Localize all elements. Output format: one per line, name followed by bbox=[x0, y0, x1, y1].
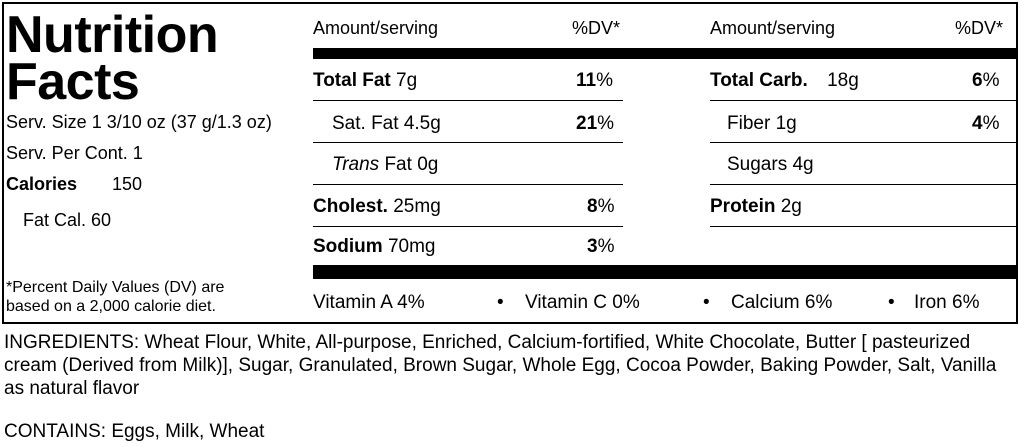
nutrient-name: Sodium bbox=[313, 236, 383, 257]
dv-fiber: 4% bbox=[972, 113, 999, 135]
nutrient-amount: 70mg bbox=[387, 236, 436, 257]
serving-size: Serv. Size 1 3/10 oz (37 g/1.3 oz) bbox=[6, 112, 272, 132]
nutrient-amount: 18g bbox=[827, 70, 859, 91]
nutrient-row-sugars: Sugars 4g bbox=[727, 154, 814, 176]
trans-label: Trans bbox=[332, 154, 380, 175]
dv-number: 8 bbox=[587, 196, 598, 217]
nutrient-row-trans-fat: Trans Fat 0g bbox=[332, 154, 438, 176]
nutrient-amount: 1g bbox=[775, 113, 797, 134]
dv-cholesterol: 8% bbox=[587, 196, 614, 218]
header-right-amount: Amount/serving bbox=[710, 18, 836, 38]
nutrient-amount: 7g bbox=[396, 70, 418, 91]
nutrient-amount: 25mg bbox=[393, 196, 441, 217]
dv-percent-sign: % bbox=[596, 70, 613, 91]
dv-number: 6 bbox=[972, 70, 983, 91]
bullet: • bbox=[888, 292, 895, 313]
dv-percent-sign: % bbox=[597, 196, 615, 217]
vitamin-a: Vitamin A 4% bbox=[313, 292, 425, 313]
dv-number: 11 bbox=[576, 70, 597, 91]
bullet: • bbox=[497, 292, 504, 313]
vitamin-thick-bar bbox=[313, 265, 1016, 279]
ingredients-statement: INGREDIENTS: Wheat Flour, White, All-pur… bbox=[4, 332, 997, 399]
nutrient-amount: 0g bbox=[417, 154, 439, 175]
nutrient-row-total-fat: Total Fat 7g bbox=[313, 70, 417, 92]
nutrition-facts-panel bbox=[2, 2, 1018, 324]
header-left-dv: %DV* bbox=[572, 18, 621, 38]
nutrient-name: Total Carb. bbox=[710, 70, 808, 91]
calories-label: Calories bbox=[6, 174, 78, 194]
dv-total-carb: 6% bbox=[972, 70, 999, 92]
allergen-statement: CONTAINS: Eggs, Milk, Wheat bbox=[4, 421, 265, 442]
nutrient-row-protein: Protein 2g bbox=[710, 196, 802, 218]
dv-percent-sign: % bbox=[597, 236, 615, 257]
nutrient-name: Total Fat bbox=[313, 70, 391, 91]
dv-percent-sign: % bbox=[982, 70, 1000, 91]
nutrient-row-total-carb: Total Carb. 18g bbox=[710, 70, 859, 92]
header-right-dv: %DV* bbox=[955, 18, 1004, 38]
nutrient-row-sodium: Sodium 70mg bbox=[313, 236, 435, 258]
row-divider bbox=[710, 142, 1016, 143]
dv-percent-sign: % bbox=[982, 113, 1000, 134]
header-left-amount: Amount/serving bbox=[313, 18, 439, 38]
calcium: Calcium 6% bbox=[731, 292, 833, 313]
nutrient-name: Fat bbox=[384, 154, 412, 175]
bullet: • bbox=[703, 292, 710, 313]
dv-total-fat: 11% bbox=[576, 70, 613, 92]
label-title-line1: Nutrition bbox=[6, 6, 219, 64]
dv-number: 4 bbox=[972, 113, 983, 134]
nutrient-row-cholesterol: Cholest. 25mg bbox=[313, 196, 441, 218]
nutrient-name: Protein bbox=[710, 196, 776, 217]
dv-footnote-line1: *Percent Daily Values (DV) are bbox=[6, 279, 225, 296]
nutrient-row-sat-fat: Sat. Fat 4.5g bbox=[332, 113, 441, 135]
nutrient-name: Sugars bbox=[727, 154, 788, 175]
row-divider bbox=[710, 226, 1016, 227]
row-divider bbox=[313, 142, 623, 143]
nutrient-row-fiber: Fiber 1g bbox=[727, 113, 797, 135]
row-divider bbox=[710, 184, 1016, 185]
label-title-line2: Facts bbox=[6, 53, 140, 111]
row-divider bbox=[710, 100, 1016, 101]
dv-percent-sign: % bbox=[597, 113, 615, 134]
nutrient-amount: 2g bbox=[780, 196, 802, 217]
dv-number: 21 bbox=[576, 113, 598, 134]
dv-sat-fat: 21% bbox=[576, 113, 614, 135]
servings-per-container: Serv. Per Cont. 1 bbox=[6, 143, 143, 163]
nutrient-name: Cholest. bbox=[313, 196, 388, 217]
dv-number: 3 bbox=[587, 236, 598, 257]
vitamin-c: Vitamin C 0% bbox=[525, 292, 640, 313]
nutrient-name: Fiber bbox=[727, 113, 771, 134]
header-thick-bar bbox=[313, 48, 1016, 59]
nutrient-amount: 4.5g bbox=[403, 113, 441, 134]
row-divider bbox=[313, 226, 623, 227]
dv-footnote-line2: based on a 2,000 calorie diet. bbox=[6, 298, 216, 315]
row-divider bbox=[313, 184, 623, 185]
iron: Iron 6% bbox=[914, 292, 980, 313]
nutrient-amount: 4g bbox=[792, 154, 814, 175]
calories-value: 150 bbox=[112, 174, 143, 194]
dv-sodium: 3% bbox=[587, 236, 614, 258]
nutrient-name: Sat. Fat bbox=[332, 113, 399, 134]
fat-calories: Fat Cal. 60 bbox=[23, 210, 112, 230]
row-divider bbox=[313, 100, 623, 101]
